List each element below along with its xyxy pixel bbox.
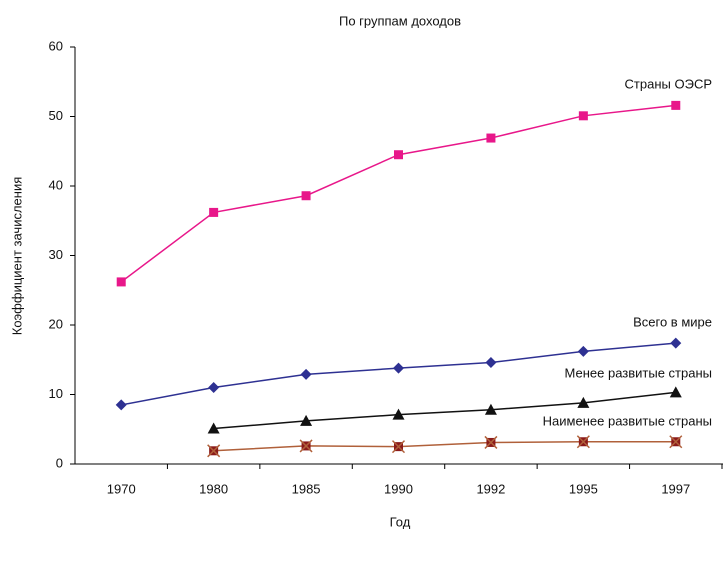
- x-tick-label: 1990: [384, 481, 413, 496]
- x-tick-label: 1992: [476, 481, 505, 496]
- marker: [486, 133, 496, 143]
- marker: [669, 435, 683, 449]
- series-line: [120, 104, 676, 283]
- marker: [207, 444, 221, 458]
- marker: [577, 345, 589, 357]
- marker: [116, 277, 126, 287]
- x-tick-label: 1995: [569, 481, 598, 496]
- y-axis-label: Коэффициент зачисления: [9, 177, 24, 336]
- x-tick-label: 1970: [107, 481, 136, 496]
- chart-title: По группам доходов: [339, 13, 461, 28]
- series-label: Всего в мире: [633, 314, 712, 329]
- y-tick-label: 20: [49, 316, 63, 331]
- x-axis-label: Год: [390, 514, 411, 529]
- marker: [207, 422, 220, 434]
- marker: [299, 439, 313, 453]
- marker: [670, 337, 682, 349]
- y-tick-label: 50: [49, 108, 63, 123]
- marker: [208, 382, 220, 394]
- x-tick-label: 1980: [199, 481, 228, 496]
- series-label: Наименее развитые страны: [543, 413, 712, 428]
- marker: [484, 435, 498, 449]
- marker: [485, 357, 497, 369]
- y-tick-label: 10: [49, 386, 63, 401]
- marker: [392, 408, 405, 420]
- marker: [578, 111, 588, 121]
- marker: [300, 368, 312, 380]
- marker: [671, 100, 681, 110]
- marker: [301, 191, 311, 201]
- y-tick-label: 30: [49, 247, 63, 262]
- series-line: [213, 391, 676, 430]
- series-label: Страны ОЭСР: [625, 76, 712, 91]
- y-tick-label: 40: [49, 177, 63, 192]
- marker: [669, 386, 682, 398]
- marker: [391, 440, 406, 454]
- marker: [576, 435, 590, 449]
- x-tick-label: 1985: [292, 481, 321, 496]
- series-line: [213, 441, 676, 452]
- marker: [209, 207, 219, 217]
- y-tick-label: 0: [56, 455, 63, 470]
- marker: [393, 362, 404, 374]
- marker: [394, 150, 403, 160]
- series-label: Менее развитые страны: [565, 365, 712, 380]
- marker: [484, 403, 497, 415]
- y-tick-label: 60: [49, 38, 63, 53]
- x-tick-label: 1997: [661, 481, 690, 496]
- marker: [300, 414, 313, 426]
- marker: [577, 396, 590, 408]
- marker: [115, 399, 127, 411]
